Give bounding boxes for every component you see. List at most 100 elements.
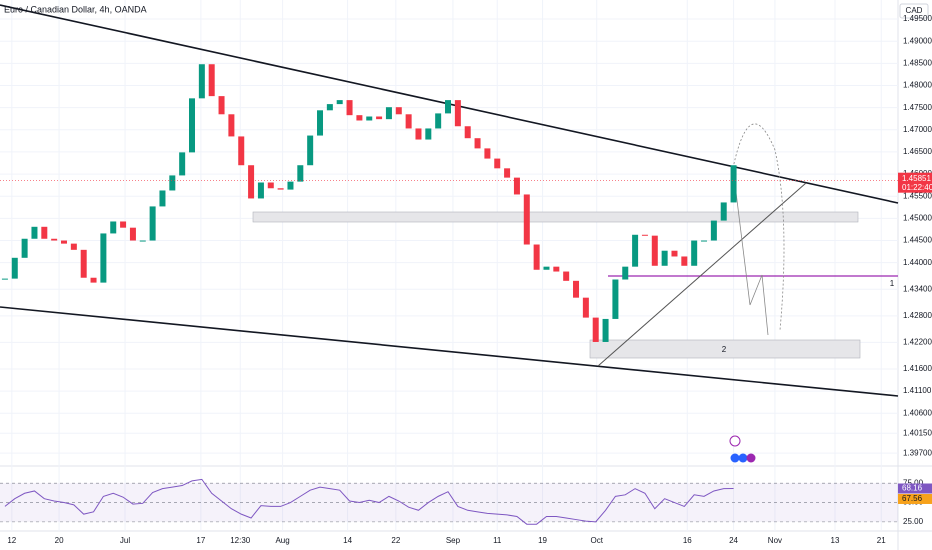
candle: [632, 234, 639, 267]
x-tick-label: Nov: [768, 536, 782, 545]
candle: [474, 138, 481, 149]
currency-box: [899, 3, 929, 19]
annotation: 1: [890, 279, 895, 288]
candle: [346, 100, 353, 116]
event-icon[interactable]: [730, 453, 740, 463]
event-icon[interactable]: [746, 453, 756, 463]
candle: [287, 181, 294, 190]
candle: [159, 190, 166, 207]
projection-path: [732, 167, 769, 336]
candle: [385, 107, 392, 120]
x-tick-label: Aug: [275, 536, 289, 545]
y-tick-label: 1.41100: [903, 386, 932, 395]
candle: [61, 240, 68, 244]
signal-value-label: 67.56: [902, 494, 923, 503]
x-tick-label: 13: [831, 536, 840, 545]
candle: [198, 64, 205, 99]
candle: [681, 256, 688, 266]
candle: [307, 135, 314, 166]
candle: [494, 158, 501, 169]
chart-title: Euro / Canadian Dollar, 4h, OANDA: [4, 4, 147, 14]
y-tick-label: 25.00: [903, 517, 924, 526]
y-tick-label: 1.44000: [903, 258, 932, 267]
candle: [641, 234, 648, 236]
candle: [592, 317, 599, 342]
candle: [543, 266, 550, 270]
candle: [691, 240, 698, 266]
price-box: [898, 172, 932, 193]
rsi-value-box: [898, 483, 932, 494]
candle: [238, 136, 245, 166]
y-tick-label: 1.40600: [903, 408, 932, 417]
y-tick-label: 1.41600: [903, 364, 932, 373]
candle: [612, 279, 619, 319]
y-tick-label: 1.42200: [903, 338, 932, 347]
candle: [11, 257, 18, 279]
x-tick-label: 19: [538, 536, 547, 545]
countdown: 01:22:40: [902, 183, 932, 192]
x-tick-label: 12: [7, 536, 16, 545]
y-tick-label: 1.48000: [903, 81, 932, 90]
candle: [189, 98, 196, 153]
candle: [701, 240, 708, 242]
candle: [326, 104, 333, 111]
candle: [257, 182, 264, 199]
x-tick-label: Oct: [590, 536, 603, 545]
x-tick-label: Jul: [120, 536, 130, 545]
projection-path: [732, 123, 785, 331]
x-tick-label: 17: [196, 536, 205, 545]
signal-value-box: [898, 493, 932, 504]
candle: [70, 243, 77, 250]
zone-box: [589, 339, 861, 359]
x-tick-label: 16: [683, 536, 692, 545]
x-tick-label: 24: [729, 536, 738, 545]
candle: [356, 115, 363, 121]
candle: [454, 100, 461, 127]
candle: [31, 226, 38, 239]
candle: [602, 318, 609, 342]
candle: [366, 116, 373, 121]
candle: [179, 152, 186, 176]
candle: [573, 280, 580, 298]
candle: [317, 110, 324, 136]
candle: [218, 96, 225, 115]
rsi-line: [4, 478, 734, 525]
event-icon[interactable]: [729, 435, 741, 447]
candle: [425, 128, 432, 140]
candle: [661, 250, 668, 266]
candle: [51, 238, 58, 241]
candle: [41, 226, 48, 239]
candle: [80, 249, 87, 278]
candle: [405, 114, 412, 129]
x-tick-label: 21: [877, 536, 886, 545]
currency: CAD: [906, 6, 923, 15]
candle: [297, 165, 304, 182]
y-tick-label: 1.46500: [903, 147, 932, 156]
candle: [228, 114, 235, 137]
candle: [582, 297, 589, 318]
event-icon[interactable]: [738, 453, 748, 463]
candle: [435, 113, 442, 129]
candle: [336, 100, 343, 105]
y-tick-label: 1.43400: [903, 284, 932, 293]
y-tick-label: 1.42800: [903, 311, 932, 320]
candle: [267, 182, 274, 189]
candle: [277, 188, 284, 190]
candle: [208, 64, 215, 97]
candle: [1, 278, 8, 280]
y-tick-label: 1.39700: [903, 448, 932, 457]
candle: [671, 250, 678, 257]
candle: [415, 128, 422, 140]
trend-line: [0, 306, 899, 397]
candle: [100, 233, 107, 283]
candle: [710, 220, 717, 241]
candle: [504, 168, 511, 178]
candle: [110, 221, 117, 234]
y-tick-label: 1.45000: [903, 213, 932, 222]
candle: [169, 175, 176, 191]
x-tick-label: 22: [391, 536, 400, 545]
candle: [445, 100, 452, 114]
